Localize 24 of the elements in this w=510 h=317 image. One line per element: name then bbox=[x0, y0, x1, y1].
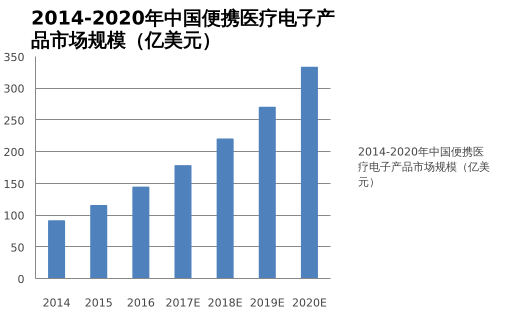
bar bbox=[48, 220, 66, 278]
x-tick-label: 2014 bbox=[42, 296, 71, 310]
x-tick-label: 2018E bbox=[208, 296, 243, 310]
y-tick-label: 250 bbox=[4, 114, 25, 128]
bar bbox=[174, 165, 192, 278]
chart-title: 2014-2020年中国便携医疗电子产品市场规模（亿美元） bbox=[31, 8, 335, 52]
y-tick-label: 350 bbox=[4, 51, 25, 64]
y-tick-label: 50 bbox=[10, 241, 25, 254]
y-tick-label: 0 bbox=[18, 273, 24, 286]
bar bbox=[132, 186, 150, 278]
x-tick-label: 2016 bbox=[126, 296, 155, 310]
text: 2014-2020年中国便携医疗电子产品市场规模（亿美元） bbox=[358, 144, 490, 190]
y-tick-label: 200 bbox=[4, 146, 25, 160]
bar bbox=[300, 66, 318, 278]
x-tick-label: 2020E bbox=[292, 296, 327, 310]
x-tick-label: 2015 bbox=[84, 296, 113, 310]
bar bbox=[90, 205, 108, 278]
y-tick-label: 300 bbox=[4, 82, 25, 96]
y-tick-label: 150 bbox=[4, 178, 25, 191]
bar bbox=[216, 138, 234, 278]
y-tick-label: 100 bbox=[4, 210, 25, 223]
bar bbox=[258, 106, 276, 278]
x-tick-label: 2019E bbox=[250, 296, 285, 310]
x-tick-label: 2017E bbox=[166, 296, 201, 310]
